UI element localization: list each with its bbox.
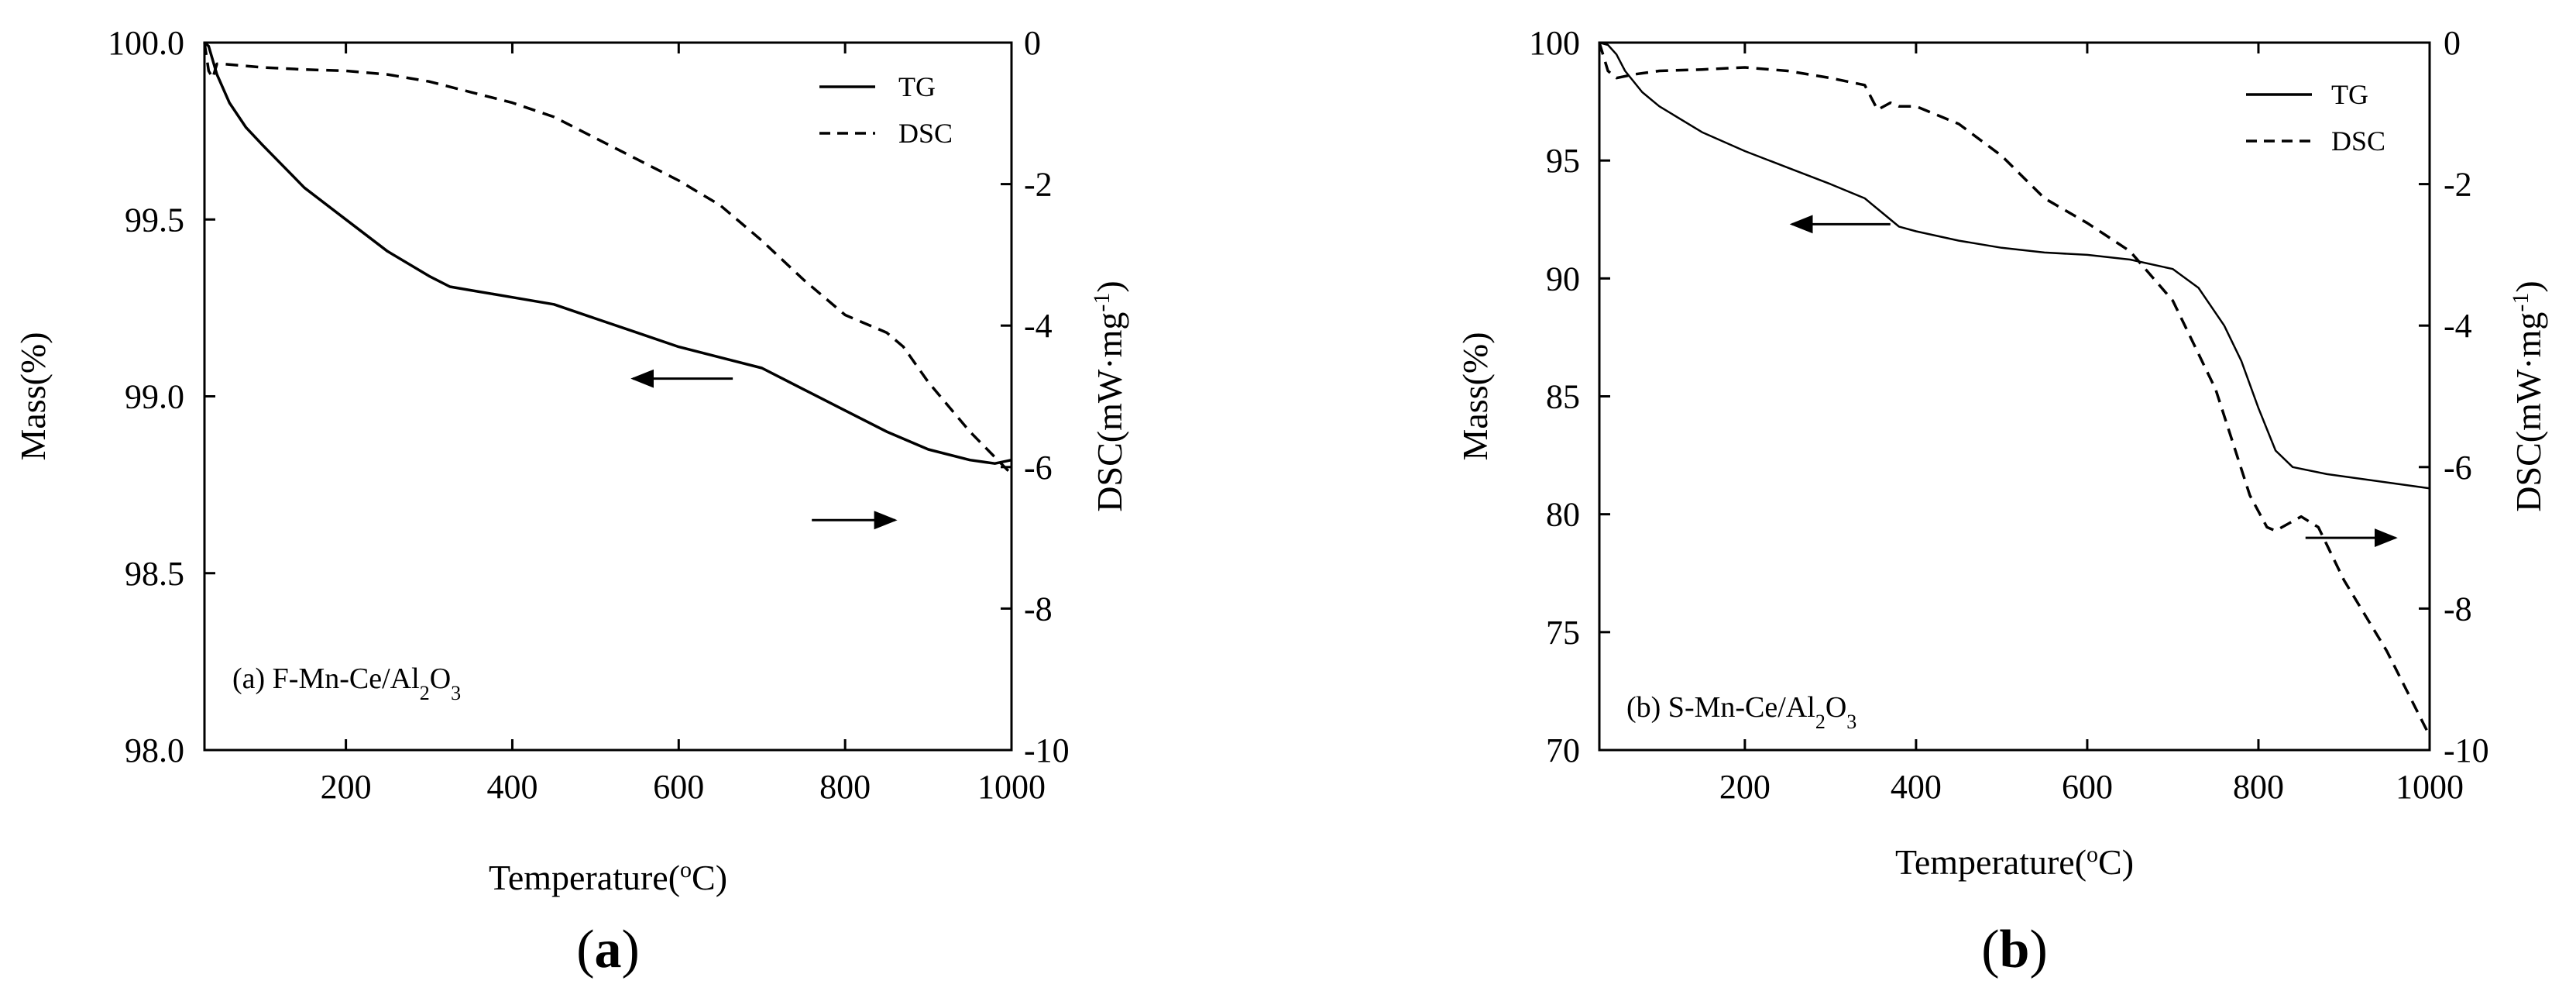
annotation-text: (a) F-Mn-Ce/Al xyxy=(232,662,420,695)
y-left-tick-label: 99.5 xyxy=(125,201,184,239)
x-axis-title-sup: o xyxy=(680,857,692,883)
y-left-tick-label: 98.5 xyxy=(125,555,184,593)
panel-caption: (a) xyxy=(576,920,640,979)
panel-a-chart: 200 400 600 800 100098.098.599.099.5100.0-10… xyxy=(13,24,1129,979)
y-left-tick-label: 95 xyxy=(1546,142,1580,180)
y-right-axis-title-text: DSC(mW·mg xyxy=(1090,312,1129,512)
panel-caption: (b) xyxy=(1981,920,2048,979)
y-right-axis-title: DSC(mW·mg-1) xyxy=(2508,280,2549,511)
annotation-sub: 3 xyxy=(451,682,461,704)
y-left-tick-label: 100.0 xyxy=(108,24,184,62)
caption-letter: b xyxy=(2000,920,2030,979)
plot-frame-a xyxy=(203,41,1013,752)
series-dsc-line xyxy=(1598,42,2431,737)
y-right-tick-label: -6 xyxy=(1024,449,1053,487)
y-left-tick-label: 99.0 xyxy=(125,378,184,416)
y-left-tick-label: 98.0 xyxy=(125,731,184,769)
x-axis-title-tail: C) xyxy=(2098,842,2134,882)
x-tick-label: 800 xyxy=(819,768,871,806)
x-tick-label: 400 xyxy=(486,768,538,806)
series-dsc-line xyxy=(203,42,1013,476)
y-right-tick-label: -2 xyxy=(2444,166,2472,204)
annotation-text: O xyxy=(1826,691,1846,724)
x-tick-label: 1000 xyxy=(977,768,1046,806)
x-axis-title-text: Temperature( xyxy=(1895,842,2087,882)
x-tick-label: 1000 xyxy=(2396,768,2464,806)
x-tick-label: 200 xyxy=(1719,768,1771,806)
legend-label-dsc: DSC xyxy=(898,118,953,149)
y-right-axis-title: DSC(mW·mg-1) xyxy=(1089,280,1130,511)
caption-letter: a xyxy=(595,920,622,979)
x-tick-label: 600 xyxy=(2062,768,2113,806)
sample-annotation: (b) S-Mn-Ce/Al2O3 xyxy=(1626,691,1856,733)
y-left-tick-label: 75 xyxy=(1546,614,1580,652)
y-left-axis-title: Mass(%) xyxy=(13,332,53,460)
y-right-tick-label: -6 xyxy=(2444,449,2472,487)
y-left-tick-label: 80 xyxy=(1546,496,1580,534)
y-right-tick-label: -8 xyxy=(2444,590,2472,628)
y-left-tick-label: 85 xyxy=(1546,378,1580,416)
legend-label-tg: TG xyxy=(898,71,936,102)
caption-paren: ( xyxy=(576,920,594,979)
x-tick-label: 200 xyxy=(321,768,372,806)
y-left-tick-label: 100 xyxy=(1529,24,1580,62)
y-right-axis-title-sup: -1 xyxy=(2508,293,2533,312)
x-tick-label: 400 xyxy=(1891,768,1942,806)
panel-b-chart: 200 400 600 800 1000707580859095100-10-8-6-4… xyxy=(1455,24,2548,979)
annotation-sub: 2 xyxy=(420,682,430,704)
legend-label-dsc: DSC xyxy=(2331,126,2385,157)
y-right-tick-label: -10 xyxy=(1024,731,1070,769)
x-tick-label: 600 xyxy=(653,768,704,806)
annotation-sub: 3 xyxy=(1846,711,1856,733)
x-axis-title: Temperature(oC) xyxy=(1895,841,2134,883)
caption-paren: ( xyxy=(1981,920,1999,979)
y-right-tick-label: 0 xyxy=(2444,24,2461,62)
annotation-sub: 2 xyxy=(1815,711,1826,733)
x-axis-title-tail: C) xyxy=(692,858,727,897)
y-right-tick-label: -2 xyxy=(1024,166,1053,204)
y-right-tick-label: -10 xyxy=(2444,731,2489,769)
y-right-tick-label: -4 xyxy=(1024,307,1053,345)
y-left-tick-label: 90 xyxy=(1546,260,1580,298)
y-left-tick-label: 70 xyxy=(1546,731,1580,769)
series-tg-line xyxy=(1599,41,2430,490)
plot-frame-b xyxy=(1598,41,2431,752)
annotation-text: (b) S-Mn-Ce/Al xyxy=(1626,691,1815,724)
sample-annotation: (a) F-Mn-Ce/Al2O3 xyxy=(232,662,461,704)
y-right-axis-title-sup: -1 xyxy=(1089,293,1115,312)
series-tg-line xyxy=(203,41,1012,465)
y-right-tick-label: -8 xyxy=(1024,590,1053,628)
legend-label-tg: TG xyxy=(2331,79,2368,110)
caption-paren: ) xyxy=(622,920,640,979)
y-right-tick-label: -4 xyxy=(2444,307,2472,345)
y-right-axis-title-tail: ) xyxy=(1090,280,1129,292)
annotation-text: O xyxy=(430,662,451,695)
caption-paren: ) xyxy=(2029,920,2047,979)
x-axis-title-sup: o xyxy=(2087,841,2098,867)
y-right-axis-title-tail: ) xyxy=(2509,280,2548,292)
x-tick-label: 800 xyxy=(2233,768,2284,806)
y-right-tick-label: 0 xyxy=(1024,24,1041,62)
y-left-axis-title: Mass(%) xyxy=(1455,332,1495,460)
y-right-axis-title-text: DSC(mW·mg xyxy=(2509,312,2548,512)
x-axis-title-text: Temperature( xyxy=(489,858,680,897)
x-axis-title: Temperature(oC) xyxy=(489,857,727,898)
